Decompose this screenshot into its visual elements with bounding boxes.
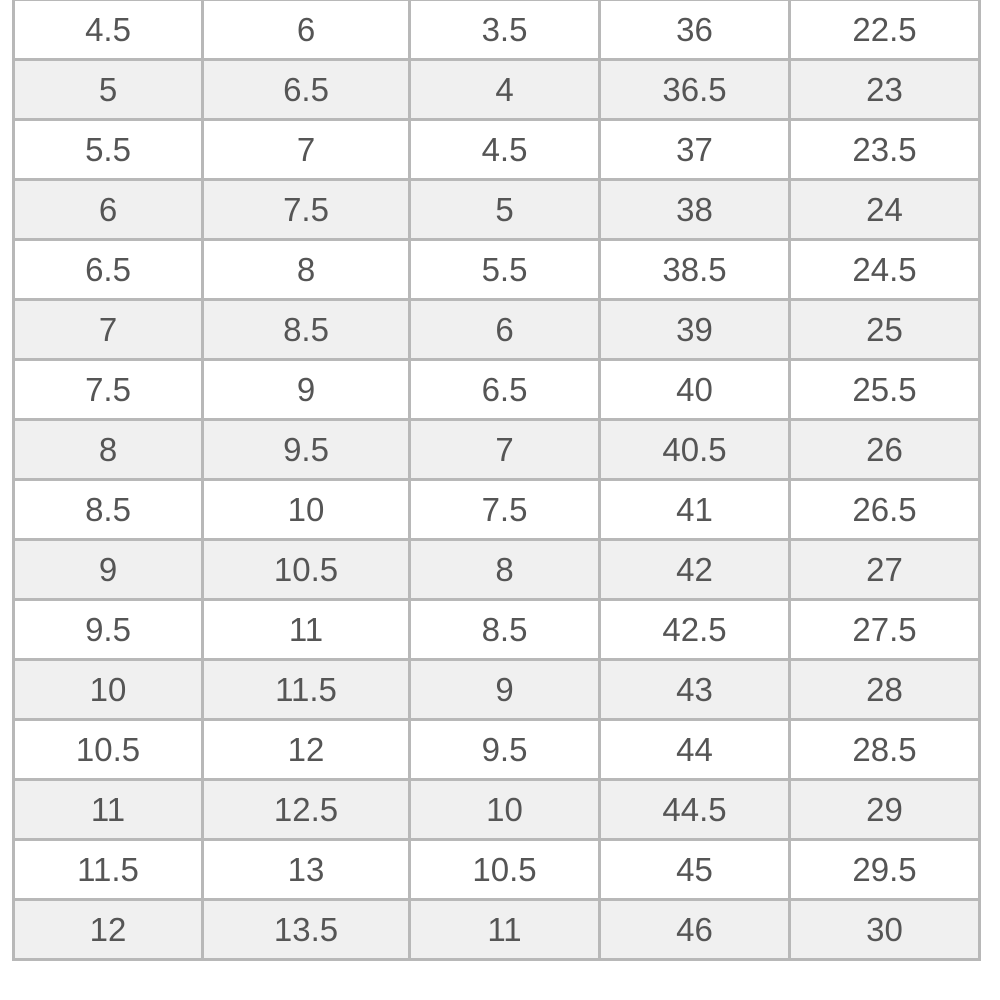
table-cell: 23	[788, 58, 981, 121]
table-cell: 4	[408, 58, 601, 121]
table-cell: 5.5	[408, 238, 601, 301]
table-cell: 22.5	[788, 0, 981, 61]
table-cell: 28	[788, 658, 981, 721]
table-cell: 42	[598, 538, 791, 601]
table-cell: 10.5	[201, 538, 411, 601]
table-row: 6 7.5 5 38 24	[12, 178, 981, 241]
table-cell: 7.5	[408, 478, 601, 541]
table-cell: 4.5	[12, 0, 204, 61]
table-cell: 9.5	[201, 418, 411, 481]
table-cell: 37	[598, 118, 791, 181]
table-cell: 8	[201, 238, 411, 301]
table-cell: 3.5	[408, 0, 601, 61]
table-cell: 23.5	[788, 118, 981, 181]
table-cell: 44	[598, 718, 791, 781]
table-cell: 25	[788, 298, 981, 361]
table-row: 11 12.5 10 44.5 29	[12, 778, 981, 841]
table-row: 6.5 8 5.5 38.5 24.5	[12, 238, 981, 301]
table-cell: 11	[12, 778, 204, 841]
table-cell: 30	[788, 898, 981, 961]
table-cell: 6.5	[12, 238, 204, 301]
table-cell: 13	[201, 838, 411, 901]
table-cell: 5	[408, 178, 601, 241]
size-chart: 4.5 6 3.5 36 22.5 5 6.5 4 36.5 23 5.5 7 4.5 37 23.5 6 7.…	[12, 0, 981, 961]
size-table: 4.5 6 3.5 36 22.5 5 6.5 4 36.5 23 5.5 7 4.5 37 23.5 6 7.…	[12, 0, 981, 961]
table-row: 5 6.5 4 36.5 23	[12, 58, 981, 121]
table-cell: 5.5	[12, 118, 204, 181]
table-cell: 44.5	[598, 778, 791, 841]
table-cell: 9	[201, 358, 411, 421]
table-cell: 43	[598, 658, 791, 721]
table-cell: 6	[408, 298, 601, 361]
table-cell: 45	[598, 838, 791, 901]
table-cell: 11.5	[12, 838, 204, 901]
table-cell: 26.5	[788, 478, 981, 541]
table-cell: 9.5	[12, 598, 204, 661]
table-cell: 27.5	[788, 598, 981, 661]
table-row: 12 13.5 11 46 30	[12, 898, 981, 961]
table-cell: 12	[201, 718, 411, 781]
table-cell: 11.5	[201, 658, 411, 721]
table-cell: 9	[12, 538, 204, 601]
table-cell: 38.5	[598, 238, 791, 301]
table-cell: 10.5	[408, 838, 601, 901]
table-cell: 5	[12, 58, 204, 121]
table-row: 8 9.5 7 40.5 26	[12, 418, 981, 481]
table-cell: 40	[598, 358, 791, 421]
table-cell: 6.5	[408, 358, 601, 421]
table-cell: 12	[12, 898, 204, 961]
table-cell: 24	[788, 178, 981, 241]
table-cell: 7	[12, 298, 204, 361]
table-cell: 8.5	[12, 478, 204, 541]
table-cell: 8.5	[201, 298, 411, 361]
table-cell: 4.5	[408, 118, 601, 181]
table-row: 8.5 10 7.5 41 26.5	[12, 478, 981, 541]
table-cell: 10.5	[12, 718, 204, 781]
table-cell: 39	[598, 298, 791, 361]
table-cell: 8.5	[408, 598, 601, 661]
table-cell: 9	[408, 658, 601, 721]
table-cell: 25.5	[788, 358, 981, 421]
table-cell: 13.5	[201, 898, 411, 961]
table-cell: 6	[12, 178, 204, 241]
table-row: 9.5 11 8.5 42.5 27.5	[12, 598, 981, 661]
table-cell: 7.5	[12, 358, 204, 421]
table-cell: 42.5	[598, 598, 791, 661]
table-cell: 29.5	[788, 838, 981, 901]
table-cell: 27	[788, 538, 981, 601]
table-cell: 10	[201, 478, 411, 541]
table-cell: 40.5	[598, 418, 791, 481]
table-cell: 8	[408, 538, 601, 601]
table-cell: 24.5	[788, 238, 981, 301]
table-cell: 11	[408, 898, 601, 961]
table-cell: 12.5	[201, 778, 411, 841]
table-cell: 36	[598, 0, 791, 61]
table-row: 9 10.5 8 42 27	[12, 538, 981, 601]
table-cell: 11	[201, 598, 411, 661]
table-cell: 29	[788, 778, 981, 841]
table-cell: 10	[408, 778, 601, 841]
table-row: 10 11.5 9 43 28	[12, 658, 981, 721]
table-cell: 10	[12, 658, 204, 721]
table-row: 7.5 9 6.5 40 25.5	[12, 358, 981, 421]
table-cell: 26	[788, 418, 981, 481]
table-cell: 8	[12, 418, 204, 481]
table-row: 5.5 7 4.5 37 23.5	[12, 118, 981, 181]
table-cell: 7.5	[201, 178, 411, 241]
table-cell: 36.5	[598, 58, 791, 121]
table-cell: 7	[408, 418, 601, 481]
table-cell: 28.5	[788, 718, 981, 781]
table-cell: 7	[201, 118, 411, 181]
table-cell: 6	[201, 0, 411, 61]
table-cell: 6.5	[201, 58, 411, 121]
table-row: 4.5 6 3.5 36 22.5	[12, 0, 981, 61]
table-row: 7 8.5 6 39 25	[12, 298, 981, 361]
table-row: 11.5 13 10.5 45 29.5	[12, 838, 981, 901]
table-cell: 41	[598, 478, 791, 541]
table-row: 10.5 12 9.5 44 28.5	[12, 718, 981, 781]
table-cell: 38	[598, 178, 791, 241]
table-cell: 46	[598, 898, 791, 961]
table-cell: 9.5	[408, 718, 601, 781]
